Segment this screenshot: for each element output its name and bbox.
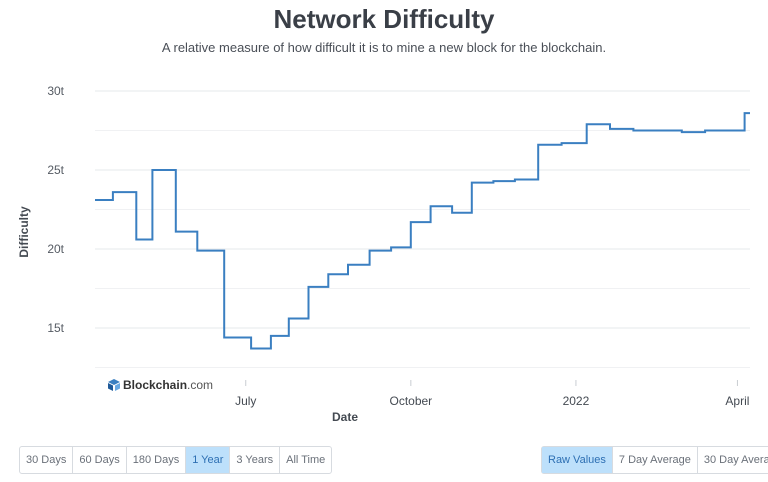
time-range-selector: 30 Days 60 Days 180 Days 1 Year 3 Years …	[19, 446, 333, 474]
difficulty-series-line	[95, 112, 750, 350]
y-tick-label: 15t	[47, 321, 64, 335]
y-axis-title: Difficulty	[17, 206, 31, 258]
x-tick-label: October	[389, 394, 432, 408]
range-3-years-button[interactable]: 3 Years	[230, 447, 281, 473]
range-60-days-button[interactable]: 60 Days	[73, 447, 127, 473]
30-day-average-button[interactable]: 30 Day Average	[703, 454, 768, 466]
logo-brand: Blockchain	[123, 378, 188, 392]
range-30-days-button[interactable]: 30 Days	[20, 447, 74, 473]
x-tick-label: 2022	[563, 394, 590, 408]
averaging-selector: Raw Values 7 Day Average 30 Day Average	[541, 446, 768, 474]
range-1-year-button[interactable]: 1 Year	[186, 447, 231, 473]
blockchain-logo-icon	[108, 379, 120, 391]
x-axis-ticks: July October 2022 April	[235, 380, 749, 408]
x-tick-label: April	[725, 394, 749, 408]
range-all-time-button[interactable]: All Time	[286, 454, 326, 466]
7-day-average-button[interactable]: 7 Day Average	[613, 447, 698, 473]
y-axis-ticks: 15t 20t 25t 30t	[47, 84, 64, 335]
page-subtitle: A relative measure of how difficult it i…	[161, 40, 607, 55]
grid-lines	[95, 90, 750, 368]
y-tick-label: 20t	[47, 242, 64, 256]
raw-values-button[interactable]: Raw Values	[542, 447, 613, 473]
page-title: Network Difficulty	[273, 4, 495, 34]
x-axis-title: Date	[332, 410, 358, 424]
y-tick-label: 25t	[47, 163, 64, 177]
difficulty-chart: 15t 20t 25t 30t July October 2022 April Diffic…	[17, 84, 750, 424]
blockchain-logo: Blockchain.com	[108, 378, 213, 392]
logo-suffix: .com	[187, 378, 214, 392]
range-180-days-button[interactable]: 180 Days	[127, 447, 187, 473]
x-tick-label: July	[235, 394, 256, 408]
y-tick-label: 30t	[47, 84, 64, 98]
